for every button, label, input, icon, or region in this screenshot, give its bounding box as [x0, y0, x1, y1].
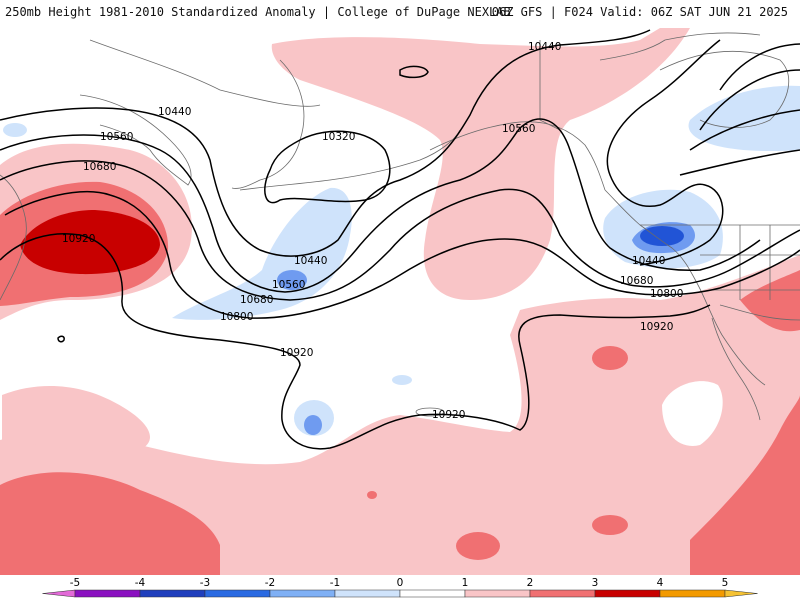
anomaly-pos1-gulf-alaska — [271, 28, 690, 300]
contour-tiny-loop-a — [399, 65, 429, 79]
anomaly-pos2-spot-c — [592, 515, 628, 535]
contour-label: 10920 — [432, 409, 465, 421]
anomaly-neg1-spot-c — [392, 375, 412, 385]
anomaly-neg1-bering — [172, 187, 352, 320]
colorbar-tick-label: 5 — [722, 577, 729, 589]
colorbar-tick-label: -1 — [330, 577, 340, 589]
colorbar-bin — [74, 589, 141, 598]
colorbar-tick-label: 0 — [397, 577, 404, 589]
anomaly-neg2-bering — [277, 270, 307, 290]
colorbar-tick-label: 3 — [592, 577, 599, 589]
anomaly-colorbar: -5 -4 -3 -2 -1 0 1 2 3 4 5 — [0, 575, 800, 600]
anomaly-pos2-spot-a — [592, 346, 628, 370]
contour-label: 10920 — [280, 347, 313, 359]
coastline-alaska-west — [231, 59, 305, 189]
colorbar-bin — [529, 589, 596, 598]
model-valid-time: 06Z GFS | F024 Valid: 06Z SAT JUN 21 202… — [491, 5, 788, 19]
contour-label: 10680 — [240, 294, 273, 306]
contour-label: 10440 — [632, 255, 665, 267]
contour-hudson-d — [679, 149, 800, 176]
contour-hudson-c — [689, 109, 800, 151]
colorbar-tick-label: -3 — [200, 577, 210, 589]
colorbar-ticks: -5 -4 -3 -2 -1 0 1 2 3 4 5 — [70, 577, 729, 589]
anomaly-map: 10440 10560 10680 10920 10320 10440 1056… — [0, 24, 800, 575]
coastline-asia — [0, 174, 27, 301]
contour-label: 10920 — [640, 321, 673, 333]
coastline-chukotka — [89, 39, 321, 107]
anomaly-pos1-pacific-patch — [2, 385, 150, 452]
anomaly-pos2-south — [0, 472, 220, 575]
title-bar: 250mb Height 1981-2010 Standardized Anom… — [0, 0, 800, 24]
colorbar-bin — [399, 589, 466, 598]
anomaly-neg1-spot-a — [3, 123, 27, 137]
coastline-bc — [604, 189, 766, 386]
contour-hudson — [719, 43, 800, 91]
contour-label: 10440 — [528, 41, 561, 53]
contour-label: 10560 — [272, 279, 305, 291]
colorbar-tick-label: 1 — [462, 577, 469, 589]
contour-10440-west — [0, 29, 651, 257]
coastline-alaska-south — [429, 121, 606, 191]
colorbar-canvas: -5 -4 -3 -2 -1 0 1 2 3 4 5 — [42, 577, 758, 598]
colorbar-tick-label: -5 — [70, 577, 80, 589]
anomaly-pos2-spot-d — [367, 491, 377, 499]
anomaly-neg3-pnw — [640, 226, 684, 246]
colorbar-bin — [204, 589, 271, 598]
contour-label: 10680 — [620, 275, 653, 287]
anomaly-pos1-east-pacific — [0, 255, 800, 575]
colorbar-tick-label: -4 — [135, 577, 146, 589]
contour-10560 — [0, 118, 761, 293]
contour-label: 10560 — [502, 123, 535, 135]
contour-label: 10800 — [220, 311, 253, 323]
contour-label: 10440 — [158, 106, 191, 118]
anomaly-pos2-spot-b — [456, 532, 500, 560]
contour-label: 10560 — [100, 131, 133, 143]
height-contours — [0, 29, 800, 450]
coastline-baja — [711, 317, 761, 421]
colorbar-bin — [334, 589, 401, 598]
border-alaska-canada — [539, 40, 561, 131]
contour-label: 10320 — [322, 131, 355, 143]
map-title: 250mb Height 1981-2010 Standardized Anom… — [5, 5, 511, 19]
colorbar-tick-label: -2 — [265, 577, 275, 589]
contour-label: 10800 — [650, 288, 683, 300]
hawaii-islands — [415, 407, 445, 417]
positive-anomaly-medium-areas — [0, 181, 800, 575]
contour-label: 10680 — [83, 161, 116, 173]
anomaly-neg2-pacific — [304, 415, 322, 435]
anomaly-neutral-pocket — [662, 381, 723, 446]
map-canvas: 10440 10560 10680 10920 10320 10440 1056… — [0, 24, 800, 575]
contour-10800 — [4, 191, 800, 319]
contour-label: 10920 — [62, 233, 95, 245]
contour-tiny-loop-b — [57, 335, 65, 343]
colorbar-tick-label: 4 — [657, 577, 664, 589]
coastlines-and-borders — [0, 32, 800, 421]
border-us-mexico — [719, 304, 800, 321]
colorbar-bin — [42, 589, 76, 598]
anomaly-pos2-east — [740, 270, 800, 332]
coastline-aleutians — [239, 129, 461, 191]
colorbar-bins — [42, 589, 758, 598]
contour-hudson-b — [699, 69, 800, 131]
coastline-hudson — [659, 50, 789, 128]
colorbar-tick-label: 2 — [527, 577, 534, 589]
contour-10680 — [0, 160, 800, 301]
contour-10440-east — [606, 39, 724, 266]
colorbar-bin — [659, 589, 726, 598]
colorbar-bin — [139, 589, 206, 598]
colorbar-bin — [724, 589, 758, 598]
colorbar-bin — [269, 589, 336, 598]
colorbar-bin — [464, 589, 531, 598]
anomaly-pos3-west-pacific — [20, 210, 160, 275]
anomaly-pos2-southeast — [690, 395, 800, 575]
contour-10320 — [264, 130, 391, 204]
contour-label: 10440 — [294, 255, 327, 267]
contour-10920-west — [0, 233, 711, 450]
contour-labels: 10440 10560 10680 10920 10320 10440 1056… — [62, 41, 683, 421]
colorbar-bin — [594, 589, 661, 598]
coastline-arctic — [599, 32, 761, 61]
